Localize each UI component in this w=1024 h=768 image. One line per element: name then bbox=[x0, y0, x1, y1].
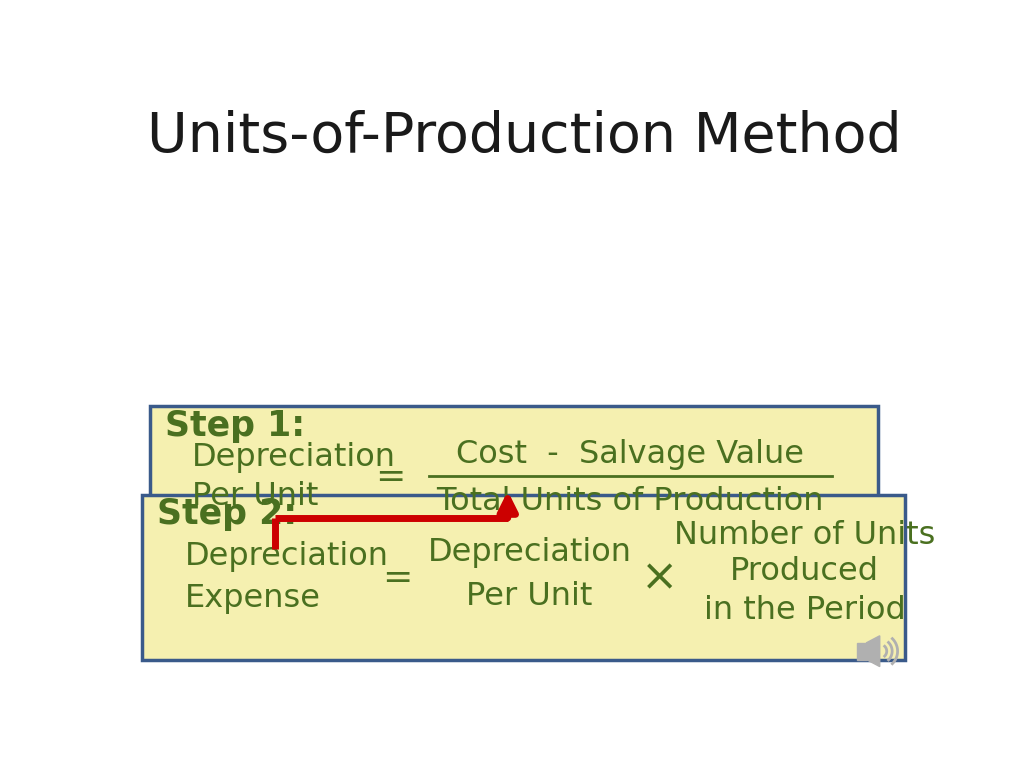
Text: =: = bbox=[375, 460, 406, 494]
FancyBboxPatch shape bbox=[150, 406, 879, 549]
Text: Per Unit: Per Unit bbox=[193, 481, 318, 512]
Polygon shape bbox=[866, 636, 880, 667]
Text: Per Unit: Per Unit bbox=[466, 581, 593, 612]
Text: Produced: Produced bbox=[730, 556, 879, 588]
Text: Depreciation: Depreciation bbox=[427, 537, 632, 568]
Text: Units-of-Production Method: Units-of-Production Method bbox=[147, 110, 902, 164]
Text: Step 1:: Step 1: bbox=[165, 409, 305, 442]
Bar bbox=[856, 643, 866, 660]
Text: Step 2:: Step 2: bbox=[158, 497, 298, 531]
Text: Depreciation: Depreciation bbox=[184, 541, 388, 572]
Text: in the Period: in the Period bbox=[703, 595, 905, 626]
Text: Total Units of Production: Total Units of Production bbox=[436, 485, 824, 517]
Text: Number of Units: Number of Units bbox=[674, 520, 935, 551]
Text: Cost  -  Salvage Value: Cost - Salvage Value bbox=[457, 439, 804, 470]
FancyBboxPatch shape bbox=[142, 495, 905, 660]
Text: ×: × bbox=[641, 557, 678, 600]
Text: Expense: Expense bbox=[184, 584, 321, 614]
Text: Depreciation: Depreciation bbox=[193, 442, 396, 473]
Text: =: = bbox=[383, 561, 413, 595]
